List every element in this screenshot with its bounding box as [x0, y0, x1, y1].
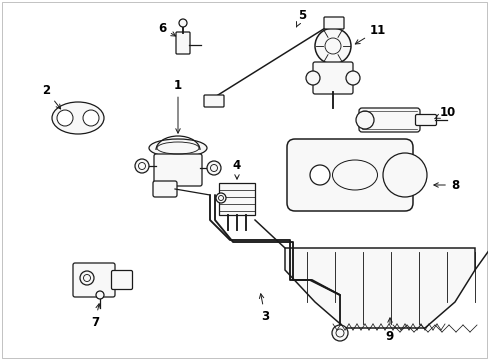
FancyBboxPatch shape [358, 108, 419, 132]
Circle shape [331, 325, 347, 341]
Circle shape [309, 165, 329, 185]
Text: 2: 2 [42, 84, 61, 109]
Text: 8: 8 [433, 179, 458, 192]
FancyBboxPatch shape [203, 95, 224, 107]
Text: 4: 4 [232, 158, 241, 179]
Circle shape [206, 161, 221, 175]
Circle shape [355, 111, 373, 129]
Ellipse shape [52, 102, 104, 134]
Text: 10: 10 [434, 105, 455, 119]
Bar [219, 183, 254, 215]
Text: 5: 5 [296, 9, 305, 27]
FancyBboxPatch shape [415, 114, 436, 126]
Circle shape [135, 159, 149, 173]
Circle shape [305, 71, 319, 85]
Circle shape [96, 291, 104, 299]
FancyBboxPatch shape [286, 139, 412, 211]
Circle shape [57, 110, 73, 126]
Circle shape [382, 153, 426, 197]
Circle shape [80, 271, 94, 285]
FancyBboxPatch shape [111, 270, 132, 289]
Text: 7: 7 [91, 304, 100, 328]
Circle shape [346, 71, 359, 85]
Text: 1: 1 [174, 78, 182, 133]
Circle shape [83, 110, 99, 126]
FancyBboxPatch shape [312, 62, 352, 94]
Circle shape [216, 193, 225, 203]
FancyBboxPatch shape [73, 263, 115, 297]
FancyBboxPatch shape [153, 181, 177, 197]
FancyBboxPatch shape [176, 32, 190, 54]
Ellipse shape [149, 139, 206, 157]
Text: 3: 3 [259, 294, 268, 323]
FancyBboxPatch shape [324, 17, 343, 29]
Circle shape [179, 19, 186, 27]
Text: 6: 6 [158, 22, 175, 36]
Circle shape [314, 28, 350, 64]
Text: 11: 11 [355, 23, 386, 44]
Text: 9: 9 [385, 318, 393, 342]
FancyBboxPatch shape [154, 154, 202, 186]
Polygon shape [285, 248, 474, 328]
